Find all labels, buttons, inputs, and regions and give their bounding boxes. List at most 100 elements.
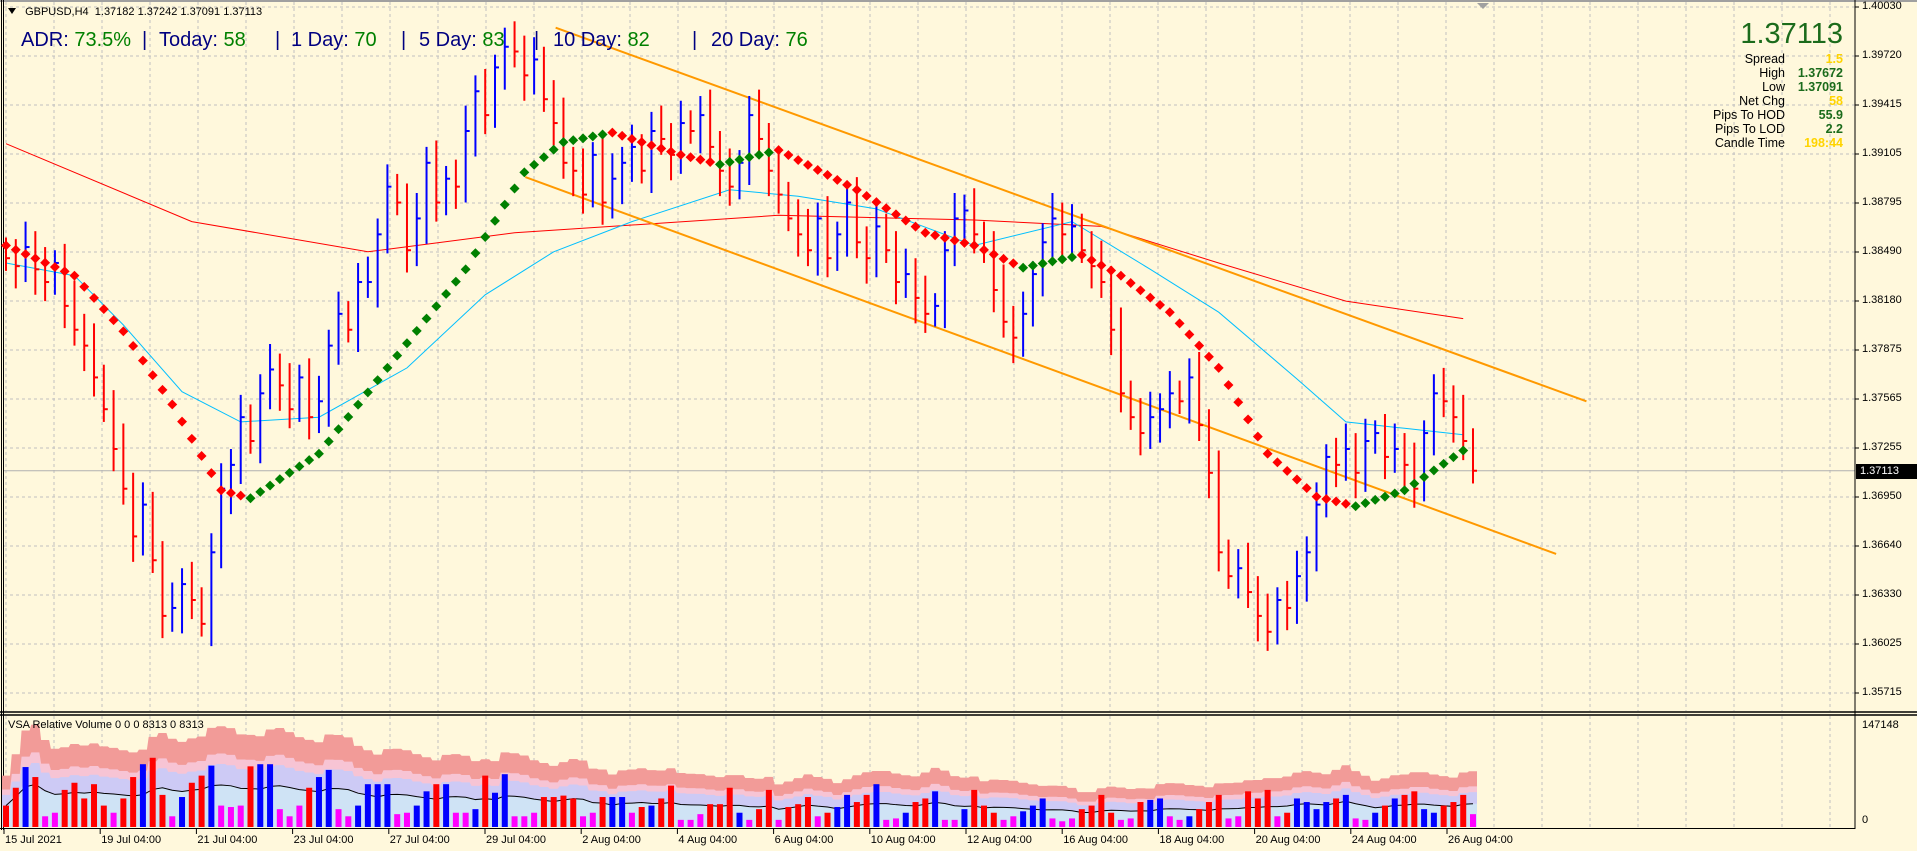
volume-bar [658, 798, 665, 827]
trend-dot [235, 490, 246, 501]
trend-dot [626, 134, 637, 144]
volume-bar [325, 769, 332, 827]
volume-bar [1088, 805, 1095, 827]
trend-dot [1428, 465, 1439, 476]
volume-bar [795, 804, 802, 827]
info-value: 58 [1829, 94, 1843, 108]
volume-bar [765, 789, 772, 827]
trend-dot [402, 338, 412, 349]
time-tick-label: 4 Aug 04:00 [678, 834, 738, 846]
chart-shift-marker-icon [1477, 3, 1489, 9]
volume-bar [394, 814, 401, 827]
trend-dot [900, 215, 911, 226]
volume-bar [883, 819, 890, 827]
trend-dot [1047, 256, 1058, 267]
trend-dot [499, 199, 510, 210]
trend-dot [822, 169, 833, 180]
trend-dot [529, 159, 540, 170]
volume-bar [51, 812, 58, 827]
trend-dot [1331, 496, 1342, 507]
volume-bar [335, 809, 342, 827]
volume-bar [990, 812, 997, 827]
volume-bar [1342, 794, 1349, 827]
trend-dot [1115, 270, 1126, 281]
trend-dot [1438, 458, 1449, 469]
volume-bar [951, 819, 958, 827]
adr-item: 5 Day: 83 [419, 29, 505, 52]
adr-item: 1 Day: 70 [291, 29, 377, 52]
info-label: Pips To LOD [1715, 122, 1785, 136]
symbol-label: GBPUSD,H4 [25, 6, 89, 18]
volume-bar [1381, 805, 1388, 827]
price-tick-label: 1.38795 [1862, 196, 1902, 208]
trend-dot [1155, 299, 1165, 310]
volume-bar [345, 816, 352, 827]
trend-dot [431, 301, 442, 312]
time-tick-label: 29 Jul 04:00 [486, 834, 546, 846]
volume-bar [81, 798, 88, 827]
info-value: 1.37091 [1797, 80, 1843, 94]
info-value: 1.37672 [1797, 66, 1843, 80]
trend-dot [568, 135, 579, 146]
trend-dot [685, 152, 696, 163]
volume-bar [423, 791, 430, 827]
volume-bar [482, 775, 489, 827]
trend-dot [656, 143, 667, 154]
trend-dot [343, 411, 354, 422]
volume-bar [247, 766, 254, 827]
trend-dot [509, 183, 520, 194]
trend-dot [832, 174, 843, 185]
price-tick-label: 1.35715 [1862, 686, 1902, 698]
volume-bar [560, 795, 567, 827]
price-tick-label: 1.38490 [1862, 245, 1902, 257]
volume-bar [3, 805, 9, 827]
trend-dot [548, 144, 559, 155]
volume-bar [237, 805, 244, 827]
adr-separator: | [692, 29, 698, 51]
volume-bar [1372, 812, 1379, 827]
adr-item: Today: 58 [159, 29, 246, 52]
volume-bar [1010, 816, 1017, 827]
volume-bar [501, 774, 508, 827]
trend-dot [763, 147, 774, 158]
dropdown-triangle-icon[interactable] [8, 8, 16, 14]
time-tick-label: 23 Jul 04:00 [293, 834, 354, 846]
trend-dot [1458, 445, 1469, 456]
volume-bar [1137, 802, 1144, 827]
trend-dot [392, 350, 403, 361]
volume-bar [804, 797, 811, 827]
adr-item: 20 Day: 76 [711, 29, 808, 52]
trend-dot [460, 264, 471, 275]
volume-bar [1411, 791, 1418, 827]
volume-bar [707, 804, 714, 827]
time-tick-label: 26 Aug 04:00 [1448, 834, 1513, 846]
volume-bar [315, 777, 322, 827]
trend-dot [147, 370, 158, 381]
price-tick-label: 1.39105 [1862, 147, 1902, 159]
trend-dot [1409, 478, 1420, 489]
trend-dot [1213, 362, 1224, 373]
price-tick-label: 1.37875 [1862, 343, 1902, 355]
adr-item: ADR: 73.5% [21, 29, 131, 52]
trend-dot [441, 289, 452, 299]
volume-bar [1215, 794, 1222, 827]
volume-bar [110, 812, 117, 827]
volume-bar [1127, 818, 1134, 827]
volume-bar [1470, 814, 1476, 827]
trend-dot [177, 416, 187, 427]
trend-dot [1027, 260, 1038, 271]
trend-dot [587, 131, 598, 142]
trend-dot [998, 253, 1009, 264]
trend-dot [1076, 250, 1087, 260]
volume-bar [1245, 791, 1252, 827]
trend-dot [920, 227, 931, 238]
volume-bar [1098, 794, 1105, 827]
volume-bar [628, 812, 635, 827]
volume-bar [1000, 819, 1007, 827]
trend-dot [1243, 414, 1254, 425]
volume-bar [384, 784, 391, 827]
volume-bar [139, 764, 146, 827]
trend-dot [10, 244, 21, 255]
volume-bar [296, 805, 303, 827]
